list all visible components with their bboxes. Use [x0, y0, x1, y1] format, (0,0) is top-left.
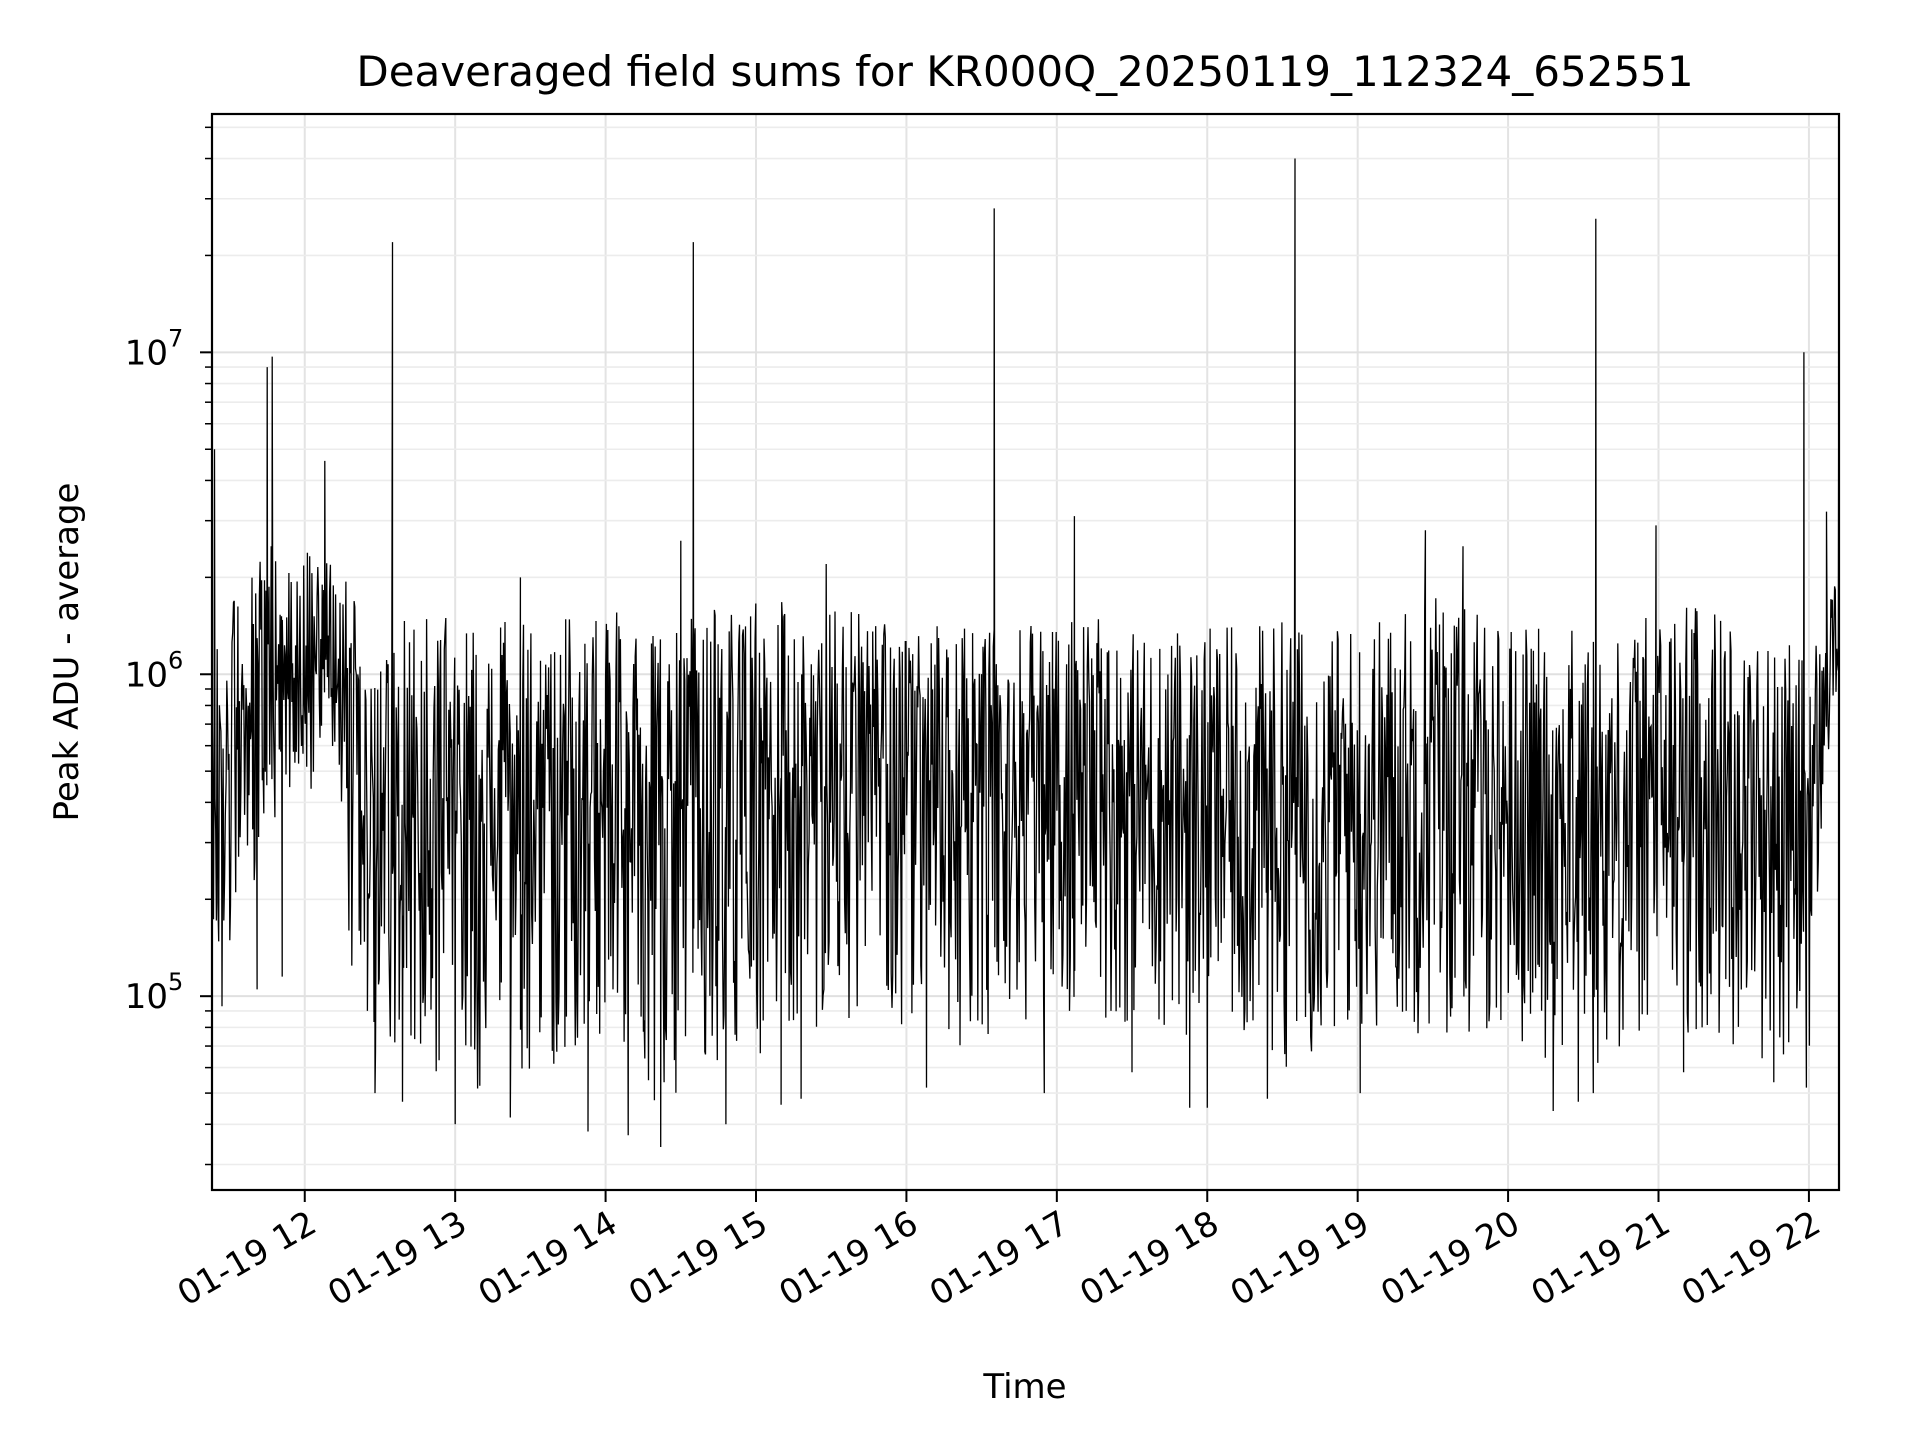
y-tick-label: 107: [125, 324, 184, 373]
y-tick-base: 10: [125, 333, 168, 373]
plot-frame: [210, 112, 1841, 1192]
y-axis-label: Peak ADU - average: [47, 483, 87, 822]
x-axis-label: Time: [982, 1367, 1066, 1407]
y-tick-label: 105: [125, 968, 184, 1017]
data-line: [211, 158, 1840, 1148]
y-tick-label: 106: [125, 646, 184, 695]
series-line: [211, 158, 1840, 1148]
y-tick-exponent: 7: [168, 324, 183, 352]
y-tick-base: 10: [125, 977, 168, 1017]
y-tick-exponent: 5: [168, 968, 183, 996]
chart-title: Deaveraged field sums for KR000Q_2025011…: [356, 47, 1693, 96]
y-tick-exponent: 6: [168, 646, 183, 674]
y-tick-base: 10: [125, 655, 168, 695]
